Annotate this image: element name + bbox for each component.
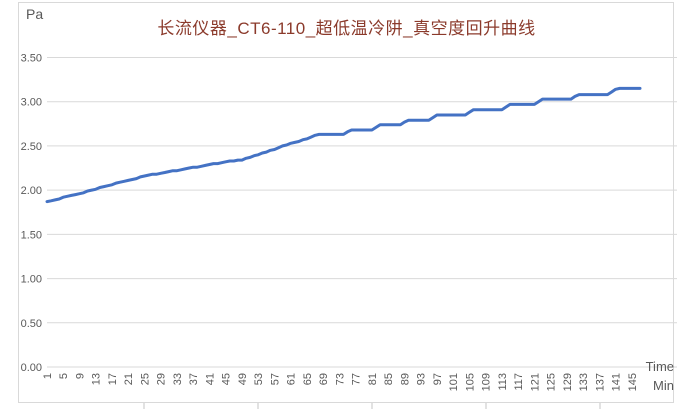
x-tick-label: 77: [351, 373, 363, 385]
x-tick-label: 105: [464, 373, 476, 391]
x-tick-label: 81: [367, 373, 379, 385]
x-tick-label: 109: [481, 373, 493, 391]
y-tick-label: 2.50: [21, 141, 42, 153]
chart-title: 长流仪器_CT6-110_超低温冷阱_真空度回升曲线: [157, 19, 536, 38]
x-tick-label: 57: [269, 373, 281, 385]
x-tick-label: 41: [204, 373, 216, 385]
x-tick-label: 89: [399, 373, 411, 385]
x-tick-label: 85: [383, 373, 395, 385]
x-tick-label: 113: [497, 373, 509, 391]
x-tick-label: 93: [416, 373, 428, 385]
y-tick-label: 1.50: [21, 229, 42, 241]
y-tick-label: 0.50: [21, 318, 42, 330]
x-tick-label: 37: [188, 373, 200, 385]
x-tick-label: 33: [172, 373, 184, 385]
y-tick-label: 3.50: [21, 53, 42, 65]
chart-frame: [18, 2, 674, 403]
x-tick-label: 141: [611, 373, 623, 391]
data-series-line: [45, 86, 642, 204]
x-tick-label: 65: [302, 373, 314, 385]
x-tick-label: 101: [448, 373, 460, 391]
y-tick-label: 1.00: [21, 274, 42, 286]
x-tick-label: 129: [562, 373, 574, 391]
x-tick-label: 117: [513, 373, 525, 391]
x-tick-label: 5: [58, 373, 70, 379]
x-tick-label: 133: [578, 373, 590, 391]
x-tick-label: 1: [42, 373, 54, 379]
y-tick-label: 3.00: [21, 97, 42, 109]
x-tick-label: 53: [253, 373, 265, 385]
x-tick-label: 13: [91, 373, 103, 385]
x-tick-label: 25: [139, 373, 151, 385]
x-axis-title-time: Time: [645, 359, 674, 374]
x-tick-label: 69: [318, 373, 330, 385]
x-axis-title-min: Min: [653, 378, 674, 393]
x-tick-label: 17: [107, 373, 119, 385]
x-tick-label: 145: [627, 373, 639, 391]
y-tick-label: 0.00: [21, 362, 42, 374]
x-tick-label: 45: [221, 373, 233, 385]
x-tick-label: 21: [123, 373, 135, 385]
y-tick-label: 2.00: [21, 185, 42, 197]
x-tick-label: 49: [237, 373, 249, 385]
x-tick-label: 73: [334, 373, 346, 385]
x-tick-label: 61: [286, 373, 298, 385]
x-tick-label: 125: [546, 373, 558, 391]
x-tick-label: 29: [156, 373, 168, 385]
x-tick-label: 9: [74, 373, 86, 379]
x-tick-label: 137: [594, 373, 606, 391]
y-axis-unit-label: Pa: [26, 6, 44, 22]
x-tick-label: 97: [432, 373, 444, 385]
x-tick-label: 121: [529, 373, 541, 391]
